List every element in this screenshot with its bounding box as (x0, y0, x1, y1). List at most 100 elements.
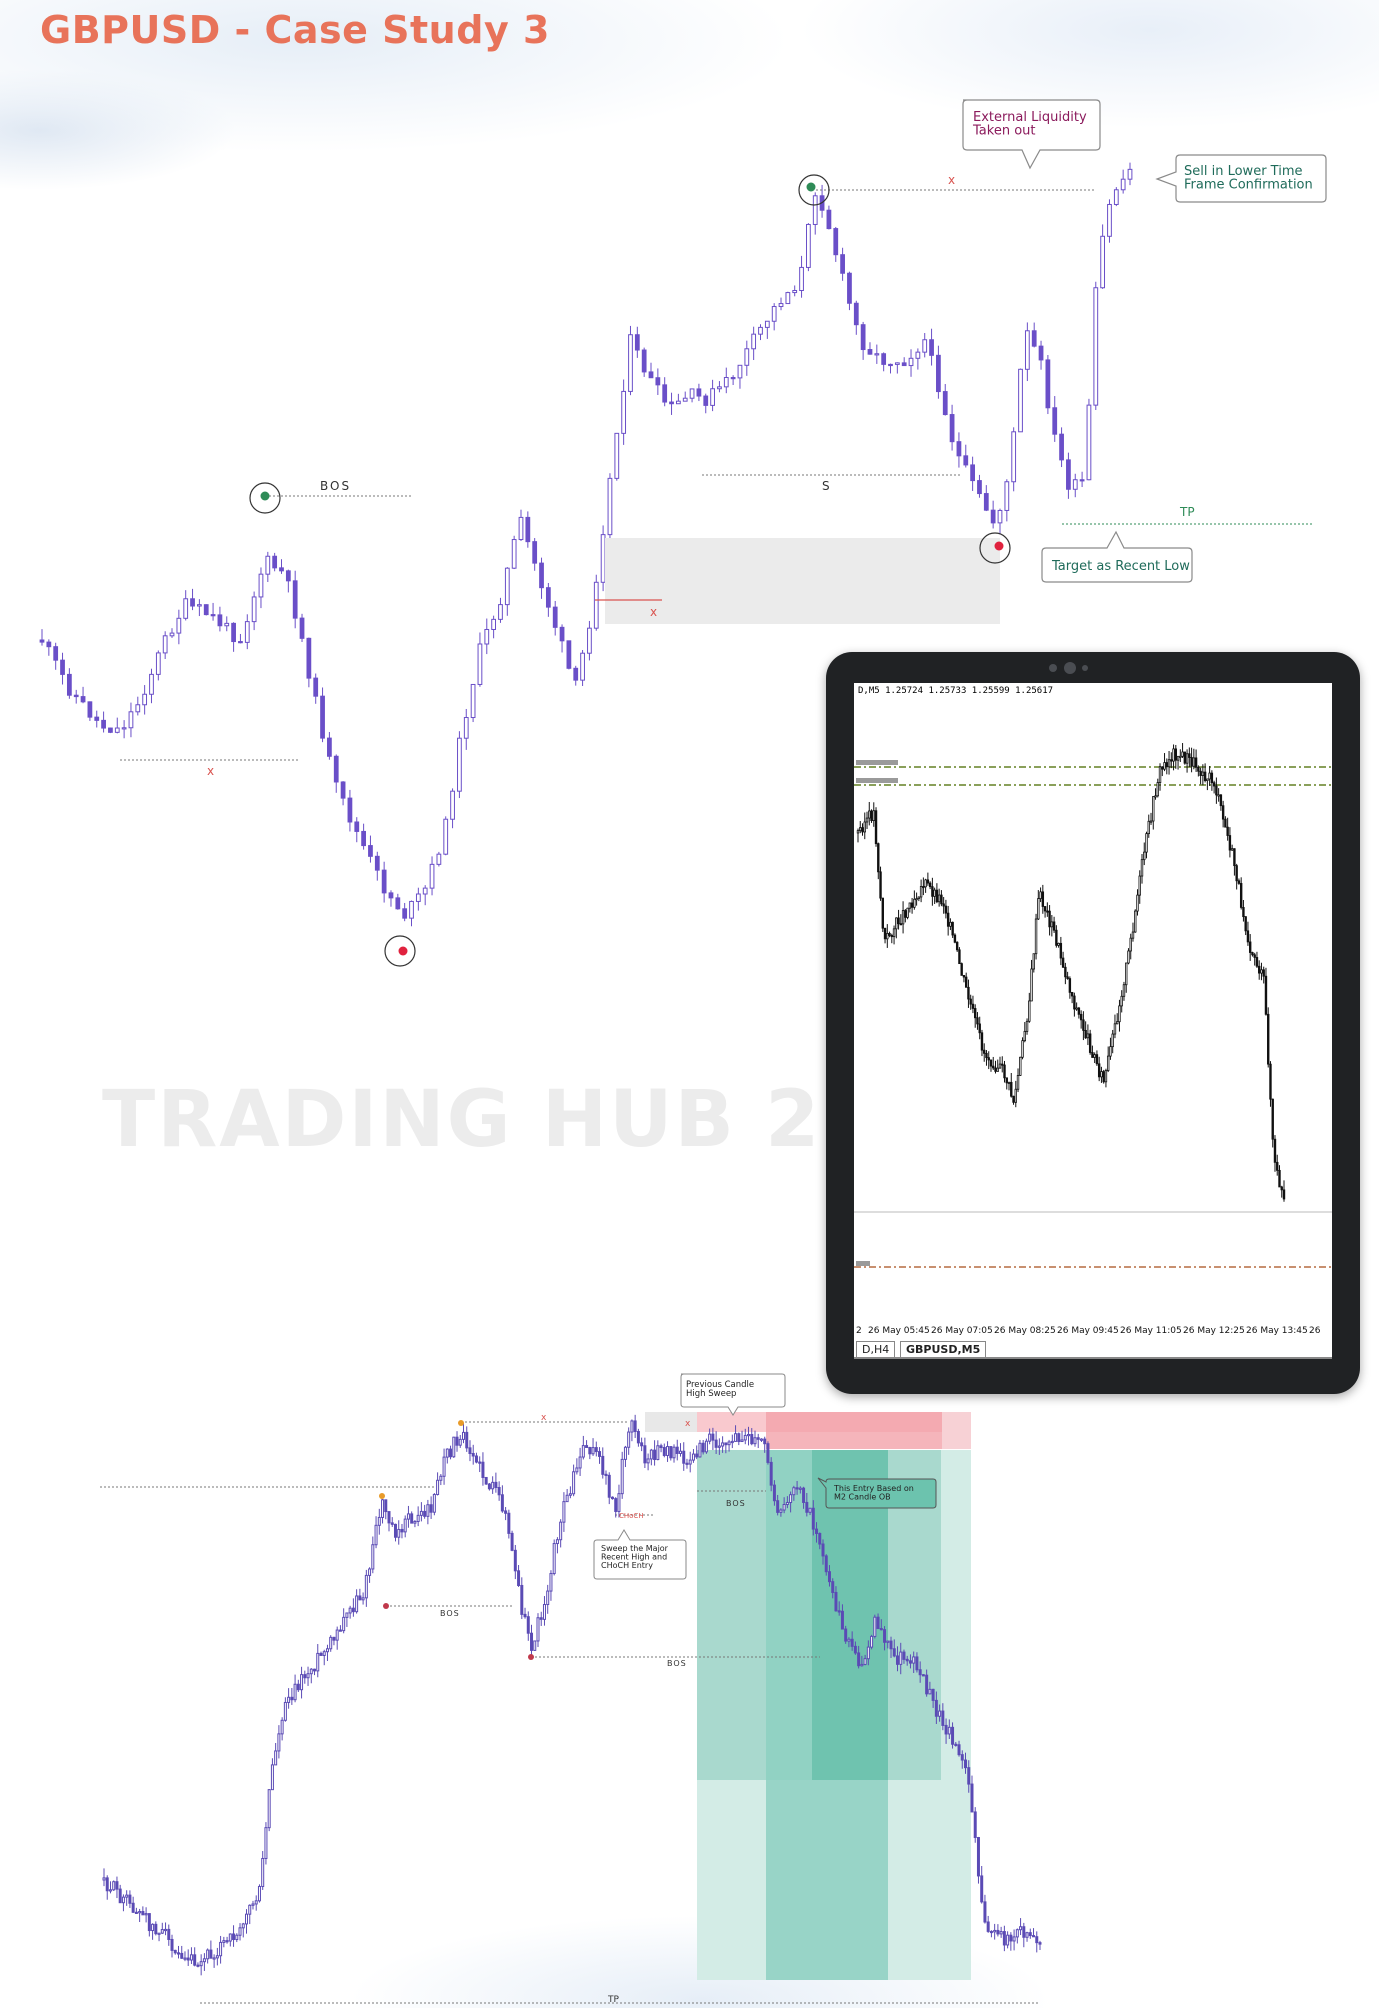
candle-body (967, 986, 970, 1000)
candle-body (449, 1448, 453, 1458)
candle-body (203, 604, 209, 616)
swing-low-marker-1 (383, 1603, 389, 1609)
candle-body (403, 1518, 407, 1533)
candle-body (998, 1063, 1002, 1069)
candle-body (672, 1446, 676, 1459)
candle-body (1052, 407, 1058, 435)
candle-body (277, 1733, 281, 1752)
swing-high-dot-1 (260, 491, 270, 501)
candle-body (254, 1900, 258, 1905)
candle-body (1163, 762, 1166, 770)
candle-body (1059, 433, 1064, 461)
candle-body (1028, 1000, 1031, 1022)
candle-body (621, 390, 627, 434)
candle-body (335, 1629, 339, 1641)
candle-body (1093, 287, 1099, 406)
candle-body (1185, 753, 1189, 764)
candle-body (504, 1510, 508, 1514)
callout-target-recent-low: Target as Recent Low (1041, 530, 1193, 583)
candle-body (985, 1052, 988, 1059)
candle-body (1018, 368, 1023, 433)
candle-body (1278, 1169, 1281, 1188)
candle-body (1030, 968, 1033, 1002)
candle-body (235, 1934, 239, 1941)
candle-body (675, 400, 681, 405)
swing-high-marker-1 (458, 1420, 464, 1426)
candle-body (1210, 772, 1214, 784)
candle-body (936, 354, 941, 393)
candle-body (351, 1607, 355, 1613)
candle-body (908, 357, 914, 367)
candle-body (805, 1501, 809, 1513)
candle-body (1273, 1138, 1277, 1163)
tp-level-tag (856, 1261, 870, 1266)
candle-body (922, 886, 925, 889)
candle-body (1161, 766, 1164, 770)
candle-body (285, 570, 291, 582)
candle-body (837, 1610, 841, 1613)
candle-body (154, 1923, 158, 1935)
candle-body (142, 693, 148, 706)
candle-body (105, 1877, 109, 1892)
candle-body (717, 386, 722, 390)
candle-body (913, 898, 916, 908)
candle-body (881, 897, 884, 929)
candle-body (1192, 757, 1196, 767)
candle-body (1239, 883, 1243, 908)
candle-body (908, 902, 912, 909)
tab-h4[interactable]: D,H4 (856, 1341, 896, 1358)
candle-body (186, 1957, 190, 1961)
candle-body (779, 1509, 783, 1513)
candle-body (39, 639, 45, 643)
candle-body (764, 320, 770, 328)
candle-body (327, 737, 332, 757)
candle-body (381, 1499, 385, 1518)
candle-body (1255, 957, 1259, 967)
candle-body (824, 1555, 828, 1573)
candle-body (614, 432, 620, 479)
candle-body (1077, 1007, 1081, 1015)
candle-body (1172, 748, 1175, 762)
candle-body (1066, 976, 1069, 979)
candle-body (1203, 771, 1207, 782)
candle-body (724, 1442, 728, 1446)
candle-body (287, 1696, 291, 1703)
candle-body (1015, 1929, 1019, 1938)
callout-prev-candle: Previous Candle High Sweep (680, 1373, 786, 1416)
candle-body (364, 1574, 368, 1599)
candle-body (80, 696, 86, 703)
candle-body (210, 614, 216, 617)
candle-body (1136, 894, 1139, 912)
candle-body (617, 1493, 621, 1512)
time-tick-label: 26 May 11:05 (1120, 1326, 1182, 1336)
candle-body (623, 1446, 627, 1460)
candle-body (886, 933, 889, 940)
candle-body (361, 830, 366, 847)
candle-body (901, 910, 905, 925)
candle-body (997, 509, 1003, 524)
candle-body (860, 324, 866, 351)
candle-body (895, 1655, 899, 1665)
candle-body (209, 1949, 213, 1959)
candle-body (325, 1648, 329, 1653)
candle-body (587, 627, 592, 654)
candle-body (193, 1954, 197, 1966)
candle-body (921, 1674, 925, 1677)
candle-body (1068, 978, 1072, 993)
candle-body (1061, 957, 1065, 968)
candle-body (1024, 330, 1030, 370)
candle-body (1095, 1054, 1099, 1065)
candle-body (513, 1549, 517, 1572)
tab-gbpusd-m5[interactable]: GBPUSD,M5 (900, 1341, 987, 1358)
candle-body (264, 1827, 268, 1859)
candle-body (627, 1431, 631, 1448)
candle-body (964, 976, 968, 988)
candle-body (922, 339, 928, 353)
candle-body (974, 1008, 977, 1019)
candle-body (698, 1442, 702, 1458)
candle-body (108, 727, 113, 733)
candle-body (604, 1473, 608, 1477)
candle-body (821, 1543, 825, 1557)
candle-body (976, 1017, 979, 1025)
candle-body (876, 1616, 880, 1630)
